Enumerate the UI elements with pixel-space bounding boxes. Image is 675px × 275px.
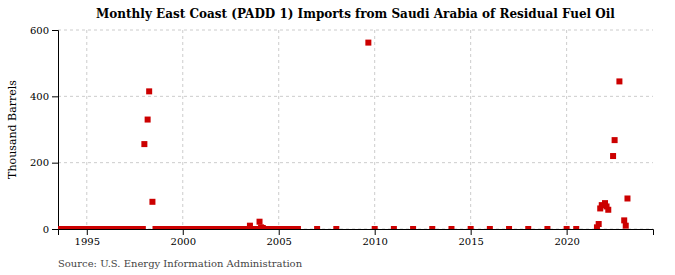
tick-label: 2005	[266, 236, 291, 247]
axis-line	[52, 31, 59, 230]
x-tick: 1995	[75, 229, 100, 247]
y-axis-label: Thousand Barrels	[6, 80, 19, 179]
point	[506, 226, 512, 229]
point	[295, 226, 301, 229]
tick-mark	[52, 30, 58, 31]
tick-label: 400	[30, 91, 49, 102]
tick-mark	[279, 229, 280, 235]
tick-mark	[375, 229, 376, 235]
point	[610, 153, 616, 159]
tick-mark	[567, 229, 568, 235]
y-tick: 400	[30, 91, 58, 102]
y-tick: 200	[30, 157, 58, 168]
tick-mark	[52, 163, 58, 164]
y-tick: 0	[43, 224, 58, 235]
tick-mark	[471, 229, 472, 235]
point	[146, 88, 152, 94]
point	[140, 226, 146, 229]
chart: 1995 2000 2005 2010 2015 2020 0 200 400 600 Monthl…	[0, 0, 675, 275]
point	[314, 226, 320, 229]
point	[621, 217, 627, 223]
point	[544, 226, 550, 229]
x-tick: 2000	[171, 229, 196, 247]
tick-label: 2000	[171, 236, 196, 247]
tick-label: 1995	[75, 236, 100, 247]
point	[573, 226, 579, 229]
title: Monthly East Coast (PADD 1) Imports from…	[96, 7, 615, 21]
point	[624, 195, 630, 201]
point	[468, 226, 474, 229]
grid-line	[58, 162, 653, 163]
point	[141, 141, 147, 147]
point	[623, 223, 629, 229]
point	[145, 117, 151, 123]
point	[487, 226, 493, 229]
x-tick: 2015	[458, 229, 483, 247]
tick-label: 600	[30, 25, 49, 36]
x-axis: 1995 2000 2005 2010 2015 2020	[59, 229, 654, 247]
point	[448, 226, 454, 229]
x-tick: 2010	[362, 229, 387, 247]
point	[612, 137, 618, 143]
x-tick: 2020	[554, 229, 579, 247]
point	[372, 226, 378, 229]
point	[365, 40, 371, 46]
tick-mark	[87, 229, 88, 235]
y-axis: 0 200 400 600	[30, 25, 59, 235]
source-note: Source: U.S. Energy Information Administ…	[58, 258, 303, 269]
grid-line	[374, 30, 375, 229]
points	[58, 40, 630, 229]
tick-label: 2010	[362, 236, 387, 247]
point	[149, 199, 155, 205]
grid-line	[566, 30, 567, 229]
point	[616, 78, 622, 84]
tick-label: 200	[30, 157, 49, 168]
x-tick: 2005	[266, 229, 291, 247]
point	[429, 226, 435, 229]
tick-label: 2020	[554, 236, 579, 247]
point	[564, 226, 570, 229]
tick-mark	[183, 229, 184, 235]
grid-line	[58, 96, 653, 97]
grid-line	[470, 30, 471, 229]
point	[391, 226, 397, 229]
tick-label: 0	[43, 224, 49, 235]
point	[596, 221, 602, 227]
tick-mark	[52, 229, 58, 230]
grid-line	[58, 30, 653, 31]
point	[257, 219, 263, 225]
axis-line	[59, 230, 654, 236]
tick-label: 2015	[458, 236, 483, 247]
point	[410, 226, 416, 229]
point	[333, 226, 339, 229]
grid-line	[182, 30, 183, 229]
plot: 1995 2000 2005 2010 2015 2020 0 200 400 600	[30, 25, 654, 247]
point	[605, 207, 611, 213]
grid	[58, 30, 653, 229]
y-tick: 600	[30, 25, 58, 36]
grid-line	[86, 30, 87, 229]
grid-line	[278, 30, 279, 229]
point	[525, 226, 531, 229]
tick-mark	[52, 96, 58, 97]
